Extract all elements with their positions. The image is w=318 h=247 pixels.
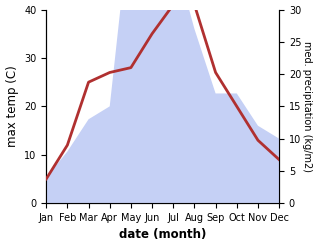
- X-axis label: date (month): date (month): [119, 228, 206, 242]
- Y-axis label: max temp (C): max temp (C): [5, 65, 18, 147]
- Y-axis label: med. precipitation (kg/m2): med. precipitation (kg/m2): [302, 41, 313, 172]
